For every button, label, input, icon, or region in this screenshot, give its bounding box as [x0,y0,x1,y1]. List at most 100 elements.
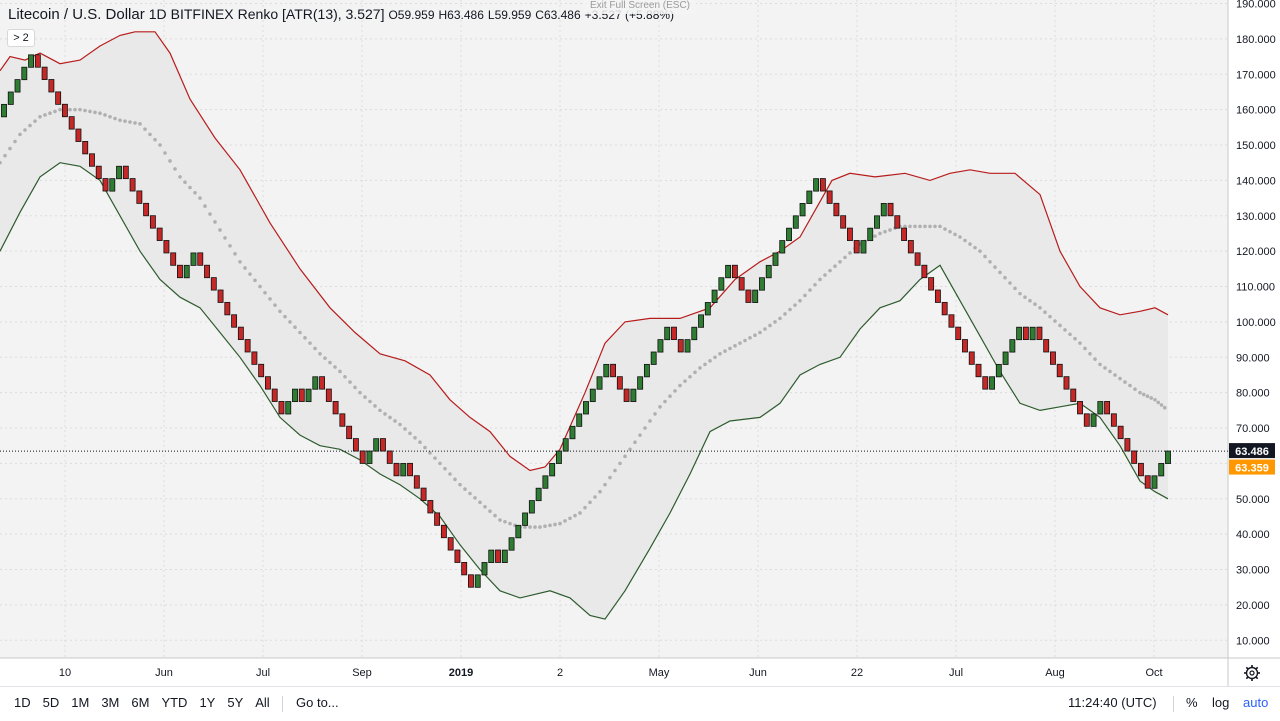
renko-brick-up [569,425,576,440]
renko-brick-down [928,277,935,291]
renko-brick-down [1070,388,1077,402]
basis-dot [303,336,307,340]
price-tick-label: 30.000 [1236,565,1270,577]
utc-clock[interactable]: 11:24:40 (UTC) [1068,695,1157,710]
basis-dot [13,139,17,144]
basis-dot [193,191,197,195]
basis-dot [283,314,287,319]
close-value: C63.486 [535,8,581,22]
range-button-6m[interactable]: 6M [131,695,150,710]
basis-dot [1068,332,1072,337]
basis-dot [548,523,552,528]
basis-dot [668,394,672,399]
basis-dot [328,360,332,365]
renko-brick-down [677,339,684,353]
renko-brick-down [251,351,258,365]
basis-dot [108,114,112,119]
auto-scale-toggle[interactable]: auto [1243,695,1269,710]
range-button-1y[interactable]: 1Y [199,695,216,710]
basis-dot [793,303,797,307]
renko-brick-down [68,116,75,130]
basis-dot [1162,405,1167,410]
range-button-1d[interactable]: 1D [14,695,31,710]
basis-dot [438,461,442,466]
basis-dot [1038,305,1042,310]
renko-brick-down [413,475,420,489]
basis-dot [188,185,192,190]
basis-dot [1043,310,1047,314]
range-button-5y[interactable]: 5Y [227,695,244,710]
renko-brick-up [1090,413,1097,427]
basis-dot [708,359,712,363]
renko-brick-down [143,202,150,217]
renko-brick-down [61,103,68,118]
price-tick-label: 170.000 [1236,69,1276,81]
basis-dot [93,110,97,115]
renko-brick-down [454,549,461,563]
basis-dot [133,121,137,125]
renko-brick-up [576,413,583,427]
basis-dot [388,415,392,420]
price-tick-label: 10.000 [1236,635,1270,647]
basis-dot [768,323,772,328]
renko-brick-up [501,549,508,563]
basis-dot [803,293,807,298]
renko-brick-down [149,215,156,229]
basis-dot [138,122,142,126]
chart-style-label: Renko [ATR(13), 3.527] [237,6,385,22]
chart-canvas[interactable]: 10.00020.00030.00040.00050.00060.00070.0… [0,0,1280,686]
renko-brick-up [1,103,7,118]
goto-date-button[interactable]: Go to... [296,695,339,710]
price-tick-label: 50.000 [1236,494,1270,506]
range-button-ytd[interactable]: YTD [161,695,188,710]
basis-dot [843,255,847,260]
renko-brick-down [427,500,434,514]
basis-dot [613,468,617,473]
basis-dot [1088,351,1092,356]
interval-label[interactable]: 1D [148,6,167,22]
price-tick-label: 90.000 [1236,352,1270,364]
renko-brick-up [528,500,535,514]
basis-dot [1093,357,1097,361]
range-button-3m[interactable]: 3M [101,695,120,710]
basis-dot [713,355,717,360]
range-button-1m[interactable]: 1M [71,695,90,710]
basis-dot [763,327,767,331]
symbol-name[interactable]: Litecoin / U.S. Dollar [8,6,145,23]
renko-brick-down [745,289,752,303]
basis-dot [583,505,587,510]
basis-dot [488,509,492,513]
renko-brick-down [204,264,210,279]
range-button-all[interactable]: All [255,695,270,710]
renko-brick-down [1104,401,1111,415]
renko-brick-up [650,351,657,365]
renko-brick-up [535,487,542,502]
basis-dot [953,232,957,237]
renko-brick-up [305,388,312,403]
settings-gear-icon[interactable] [1242,663,1262,683]
log-scale-toggle[interactable]: log [1212,695,1230,710]
basis-dot [593,495,597,499]
renko-brick-up [14,79,21,93]
basis-dot [378,408,382,413]
collapse-indicators-button[interactable]: > 2 [7,29,35,47]
basis-dot [653,412,657,416]
basis-dot [643,426,647,430]
renko-brick-down [325,388,332,402]
price-tick-label: 110.000 [1236,282,1275,294]
basis-dot [1156,400,1161,405]
renko-brick-up [759,277,765,291]
basis-dot [23,128,27,132]
basis-dot [928,224,932,229]
basis-dot [228,244,232,248]
percent-scale-toggle[interactable]: % [1186,695,1198,710]
basis-dot [483,504,487,509]
renko-brick-up [657,339,664,353]
basis-dot [448,472,452,476]
secondary-price-tag [1229,459,1275,475]
renko-brick-down [826,190,833,204]
basis-dot [1123,380,1127,384]
basis-dot [773,320,777,324]
basis-dot [203,204,207,208]
range-button-5d[interactable]: 5D [42,695,60,710]
